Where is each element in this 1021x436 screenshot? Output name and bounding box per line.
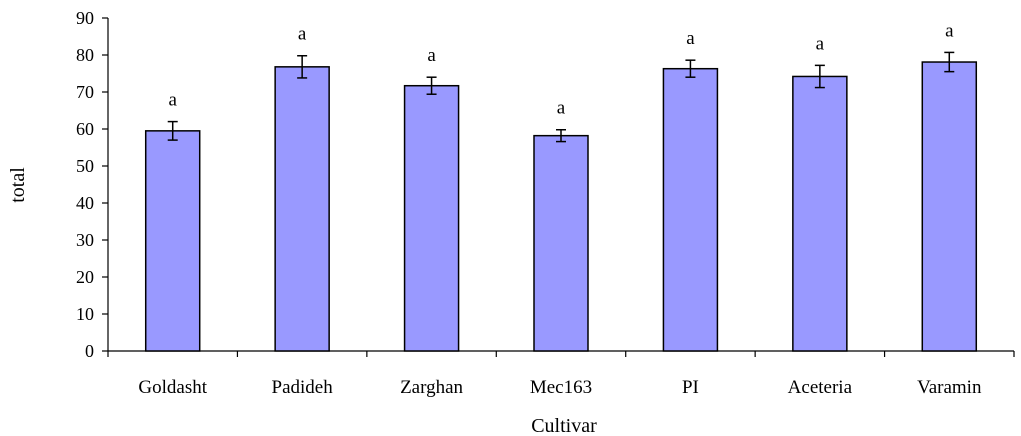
y-tick-label: 20 bbox=[76, 267, 94, 287]
y-tick-label: 50 bbox=[76, 156, 94, 176]
significance-letter: a bbox=[557, 98, 566, 119]
bar bbox=[921, 61, 978, 352]
y-tick-label: 30 bbox=[76, 230, 94, 250]
x-tick-label: Zarghan bbox=[400, 377, 463, 398]
significance-letter: a bbox=[427, 45, 436, 66]
error-bars bbox=[167, 51, 955, 143]
y-tick-label: 70 bbox=[76, 82, 94, 102]
tick-labels: 0 10 20 30 40 50 60 70 80 90 Goldasht Padideh Zargha… bbox=[76, 8, 982, 398]
y-axis-title: total bbox=[7, 167, 29, 203]
bar bbox=[274, 66, 330, 352]
y-tick-label: 60 bbox=[76, 119, 94, 139]
bar bbox=[144, 130, 201, 352]
y-tick-label: 40 bbox=[76, 193, 94, 213]
y-tick-label: 80 bbox=[76, 45, 94, 65]
bar bbox=[403, 84, 460, 352]
x-tick-label: Padideh bbox=[272, 377, 334, 398]
x-axis-title: Cultivar bbox=[531, 415, 597, 436]
bar bbox=[792, 75, 848, 352]
x-tick-label: PI bbox=[682, 377, 699, 398]
significance-letters: a a a a a a a bbox=[168, 20, 954, 118]
x-tick-label: Goldasht bbox=[138, 377, 207, 398]
x-tick-label: Aceteria bbox=[788, 377, 853, 398]
significance-letter: a bbox=[816, 33, 825, 54]
bar bbox=[533, 134, 589, 352]
y-tick-label: 0 bbox=[85, 341, 94, 361]
x-tick-label: Mec163 bbox=[530, 377, 592, 398]
significance-letter: a bbox=[945, 20, 954, 41]
x-tick-label: Varamin bbox=[917, 377, 982, 398]
significance-letter: a bbox=[686, 28, 695, 49]
y-tick-label: 10 bbox=[76, 304, 94, 324]
significance-letter: a bbox=[168, 90, 177, 111]
significance-letter: a bbox=[298, 24, 307, 45]
bars bbox=[144, 61, 978, 352]
bar bbox=[662, 67, 719, 352]
y-tick-label: 90 bbox=[76, 8, 94, 28]
